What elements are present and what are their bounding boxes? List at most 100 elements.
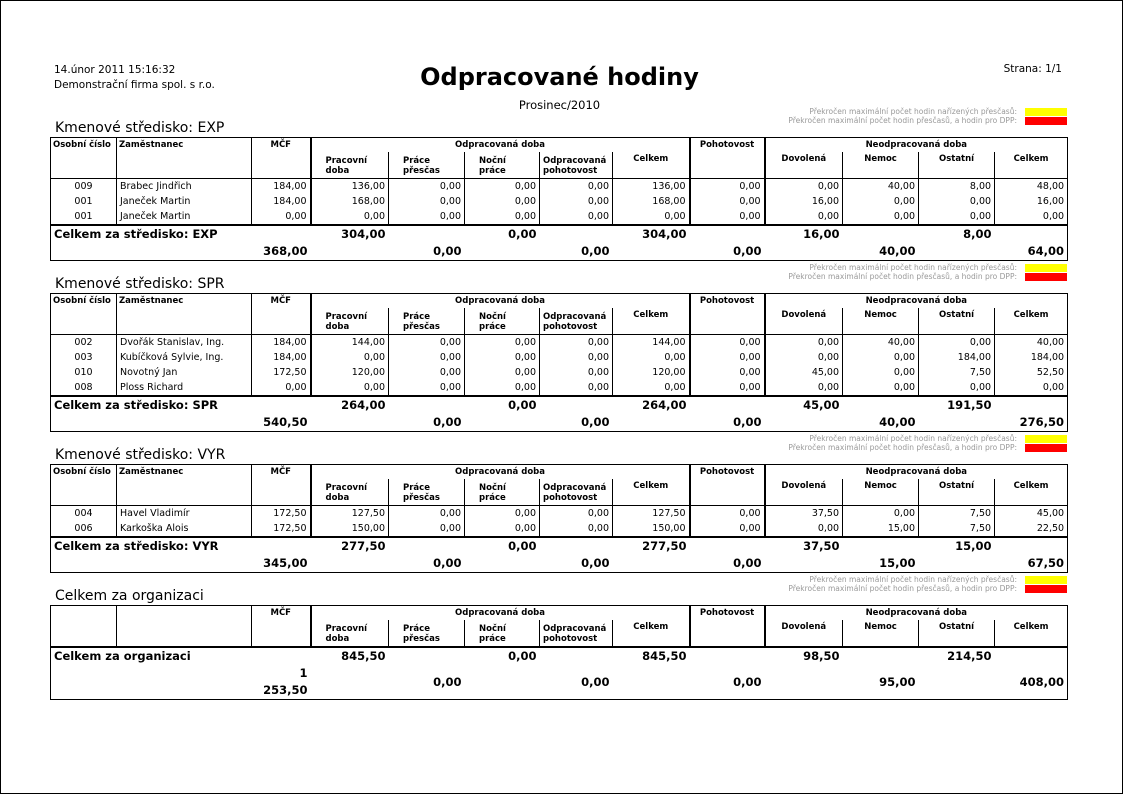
- summary-empty: [689, 646, 765, 665]
- col-prace-prescas: Práce přesčas: [388, 479, 465, 506]
- section-3: Celkem za organizaci Překročen maximální …: [50, 575, 1069, 700]
- summary-value: 845,50: [612, 646, 690, 665]
- cell-7: 0,00: [611, 209, 690, 225]
- summary-empty: [994, 536, 1068, 555]
- col-odpracovana-pohotovost-line2: pohotovost: [543, 493, 598, 503]
- col-prace-prescas: Práce přesčas: [388, 620, 465, 648]
- cell-10: 0,00: [842, 194, 919, 209]
- cell-5: 0,00: [464, 505, 540, 521]
- summary-value: 98,50: [764, 646, 843, 665]
- cell-1: Kubíčková Sylvie, Ing.: [116, 350, 252, 365]
- col-pracovni-doba-line1: Pracovní: [325, 156, 368, 166]
- cell-0: 003: [74, 352, 93, 363]
- cell-4: 0,00: [388, 209, 465, 225]
- group-odpracovana-doba: Odpracovaná doba: [309, 464, 690, 479]
- col-pracovni-doba-line2: doba: [325, 493, 350, 503]
- col-zamestnanec: [116, 605, 252, 648]
- cell-12: 52,50: [994, 365, 1068, 380]
- summary-empty: [689, 536, 765, 555]
- summary-value: 191,50: [918, 395, 995, 414]
- col-nocni-prace-line2: práce: [479, 634, 506, 644]
- summary-empty: [842, 646, 919, 665]
- cell-10: 40,00: [842, 334, 919, 350]
- summary-row-2: 345,00 0,00 0,00 0,00 15,00 67,50: [50, 555, 1068, 573]
- summary-value: 277,50: [310, 536, 389, 555]
- legend-text: Překročen maximální počet hodin nařízený…: [809, 107, 1017, 116]
- cell-12: 22,50: [994, 521, 1068, 537]
- header-row-columns: Pracovní doba Práce přesčas Noční práce Odprac…: [51, 620, 1068, 648]
- cell-8: 0,00: [688, 505, 765, 521]
- cell-10: 40,00: [842, 178, 919, 194]
- col-osobni-cislo: Osobní číslo: [50, 137, 117, 179]
- col-odpracovana-pohotovost-line1: Odpracovaná: [543, 624, 607, 634]
- summary-value: 0,00: [464, 536, 540, 555]
- cell-9: 0,00: [763, 209, 843, 225]
- section-title: Kmenové středisko: SPR: [55, 276, 225, 292]
- summary-empty: [310, 414, 389, 432]
- col-pohotovost: Pohotovost: [688, 605, 765, 648]
- cell-1: Janeček Martin: [116, 194, 252, 209]
- col-pohotovost: Pohotovost: [688, 293, 765, 335]
- summary-empty: [689, 224, 765, 243]
- cell-5: 0,00: [464, 365, 540, 380]
- col-pracovni-doba: Pracovní doba: [309, 620, 389, 648]
- col-celkem: Celkem: [611, 620, 690, 648]
- summary-value: 264,00: [612, 395, 690, 414]
- group-neodpracovana-doba: Neodpracovaná doba: [763, 293, 1068, 308]
- summary-empty: [539, 536, 613, 555]
- col-prace-prescas-line2: přesčas: [403, 493, 440, 503]
- summary-empty: [116, 555, 252, 573]
- summary-empty: [539, 646, 613, 665]
- col-pracovni-doba-line2: doba: [325, 322, 350, 332]
- cell-0: 002: [74, 337, 93, 348]
- summary-value: 1 253,50: [251, 665, 311, 700]
- summary-value: 0,00: [464, 646, 540, 665]
- cell-3: 0,00: [309, 209, 389, 225]
- cell-9: 0,00: [763, 380, 843, 396]
- col-nemoc-line1: Nemoc: [864, 310, 897, 320]
- cell-2: 184,00: [251, 178, 311, 194]
- col-pohotovost: Pohotovost: [688, 464, 765, 506]
- col-celkem: Celkem: [611, 479, 690, 506]
- col-dovolena-line1: Dovolená: [781, 481, 827, 491]
- legend: Překročen maximální počet hodin nařízený…: [788, 434, 1067, 452]
- cell-10: 0,00: [842, 380, 919, 396]
- cell-9: 0,00: [763, 334, 843, 350]
- summary-empty: [842, 536, 919, 555]
- col-dovolena: Dovolená: [763, 308, 843, 335]
- cell-7: 0,00: [611, 380, 690, 396]
- cell-2: 184,00: [251, 334, 311, 350]
- cell-4: 0,00: [388, 380, 465, 396]
- col-ostatni: Ostatní: [918, 620, 995, 648]
- col-dovolena: Dovolená: [763, 152, 843, 179]
- company-name: Demonstrační firma spol. s r.o.: [54, 79, 215, 91]
- cell-11: 0,00: [918, 209, 995, 225]
- table-row: 004 Havel Vladimír 172,50 127,50 0,00 0,00 0,0…: [51, 505, 1068, 521]
- group-odpracovana-doba: Odpracovaná doba: [309, 293, 690, 308]
- col-zamestnanec: Zaměstnanec: [116, 137, 252, 179]
- col-odpracovana-pohotovost: Odpracovaná pohotovost: [539, 152, 613, 179]
- cell-12: 16,00: [994, 194, 1068, 209]
- col-dovolena-line1: Dovolená: [781, 154, 827, 164]
- summary-empty: [388, 224, 465, 243]
- summary-row-1: Celkem za středisko: SPR 264,00 0,00 264,00…: [50, 395, 1068, 414]
- cell-0: 010: [74, 367, 93, 378]
- col-nocni-prace: Noční práce: [464, 620, 540, 648]
- col-odpracovana-pohotovost-line1: Odpracovaná: [543, 312, 607, 322]
- col-nemoc-line1: Nemoc: [864, 622, 897, 632]
- legend-swatch: [1025, 272, 1067, 281]
- col-celkem-line1: Celkem: [633, 154, 669, 164]
- col-prace-prescas-line2: přesčas: [403, 634, 440, 644]
- col-nocni-prace-line2: práce: [479, 493, 506, 503]
- cell-1: Havel Vladimír: [116, 505, 252, 521]
- summary-empty: [764, 243, 843, 261]
- group-neodpracovana-doba: Neodpracovaná doba: [763, 137, 1068, 152]
- legend-item: Překročen maximální počet hodin nařízený…: [788, 434, 1067, 443]
- summary-value: 45,00: [764, 395, 843, 414]
- cell-11: 8,00: [918, 178, 995, 194]
- cell-8: 0,00: [688, 209, 765, 225]
- cell-8: 0,00: [688, 380, 765, 396]
- group-neodpracovana-doba: Neodpracovaná doba: [763, 605, 1068, 620]
- summary-value: 0,00: [689, 243, 765, 261]
